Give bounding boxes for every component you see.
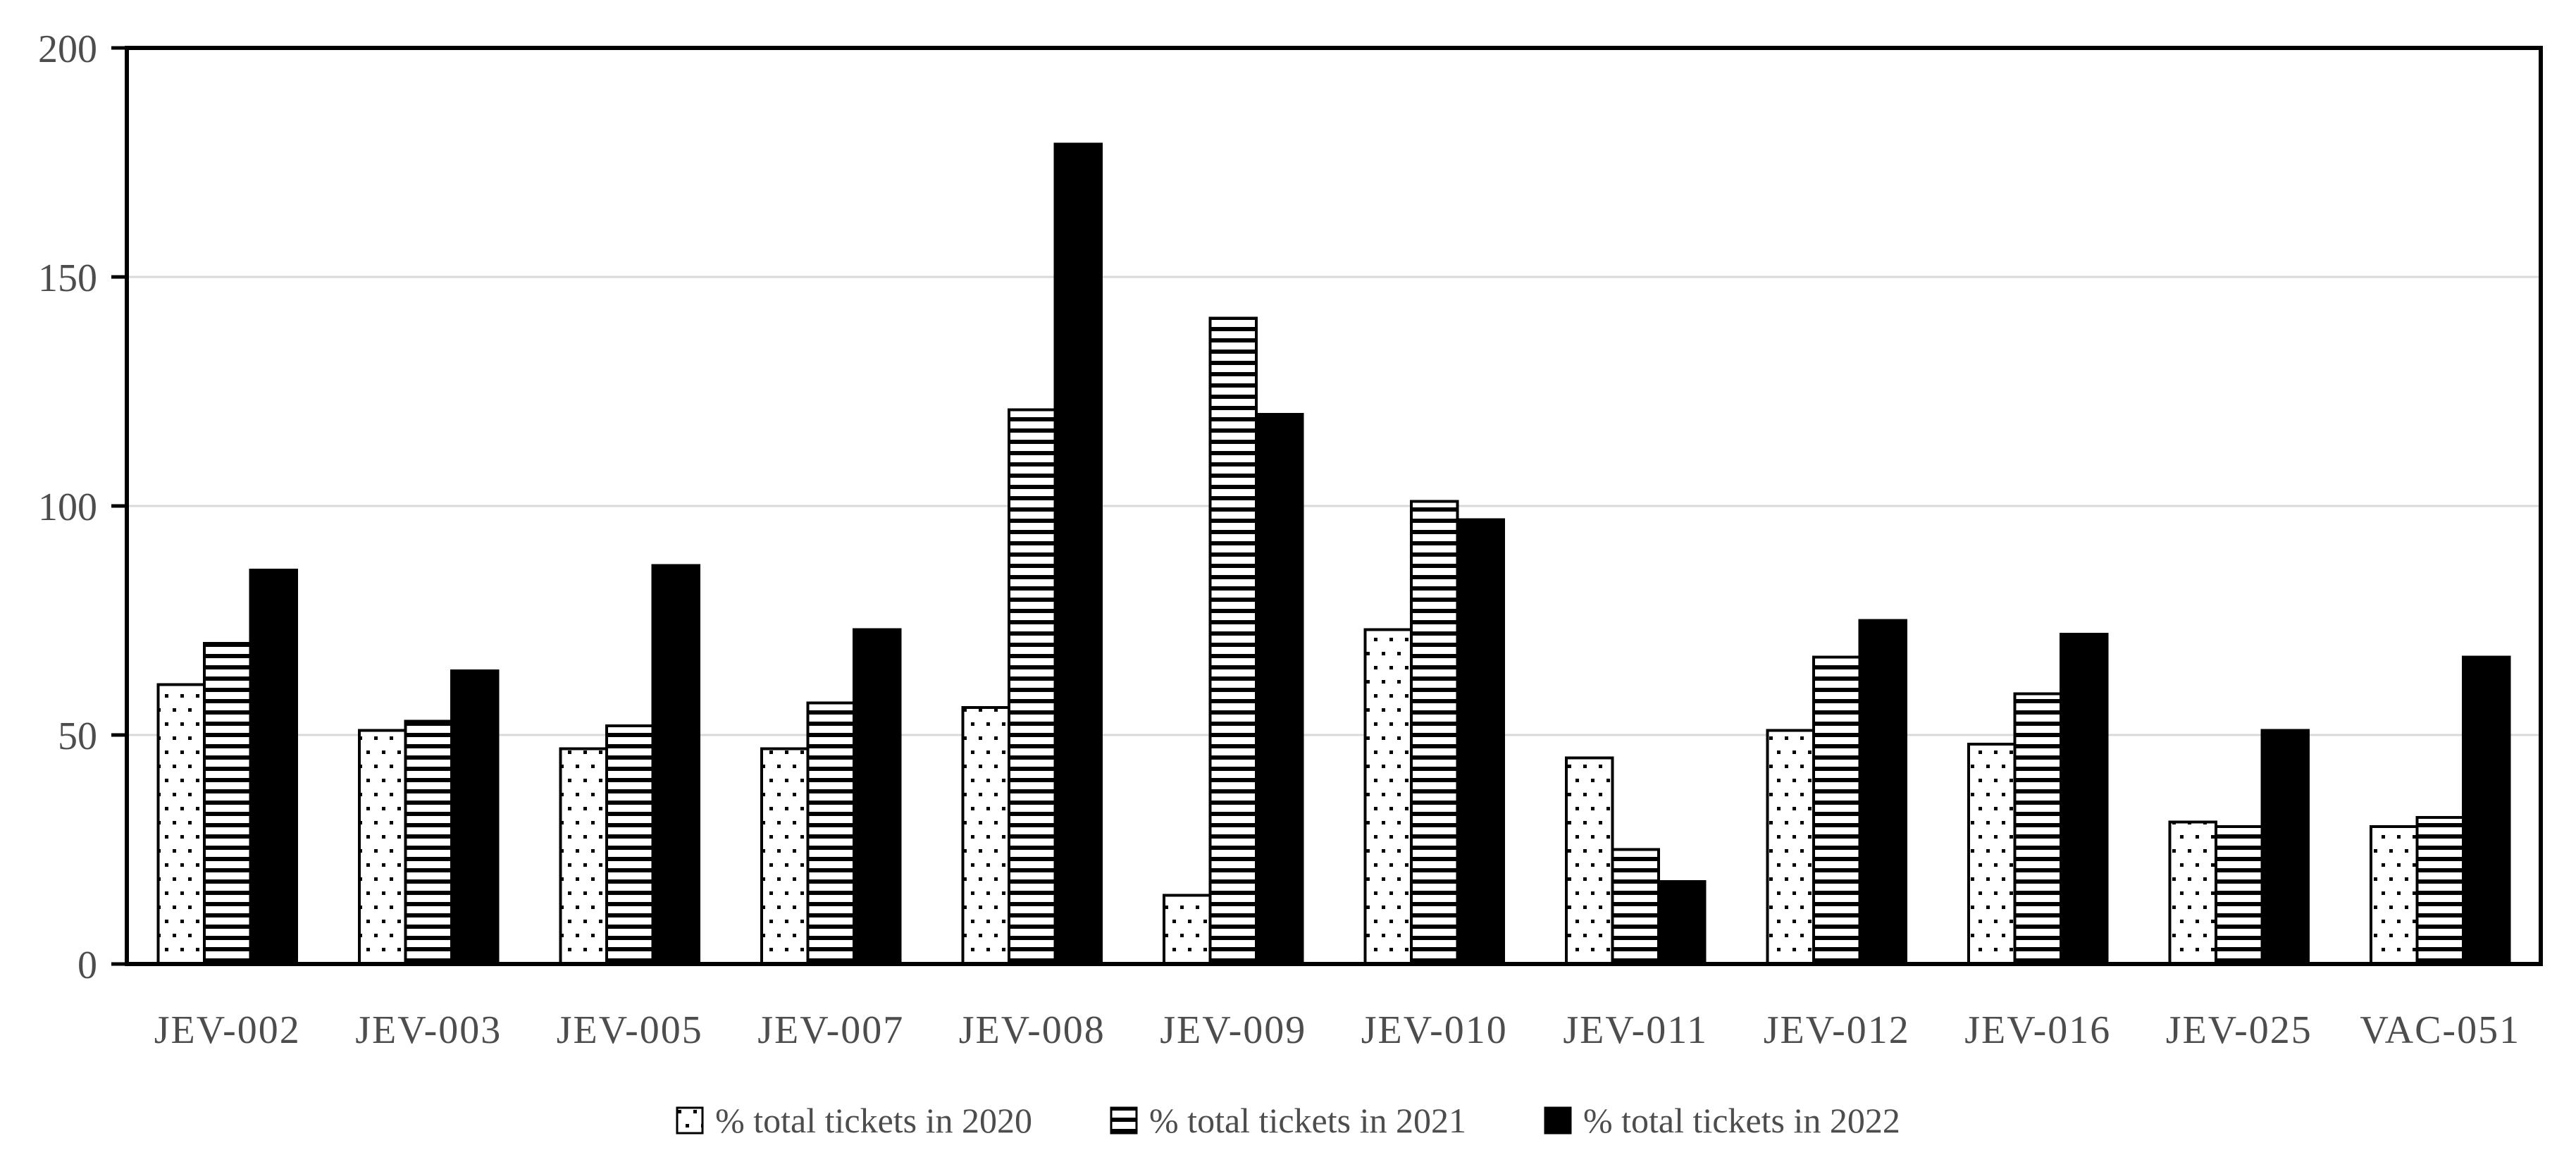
x-label-JEV-002: JEV-002 xyxy=(154,1008,301,1052)
x-label-JEV-007: JEV-007 xyxy=(757,1008,904,1052)
bar-VAC-051-2021 xyxy=(2415,816,2465,965)
y-tick-label-200: 200 xyxy=(38,27,97,71)
bar-JEV-016-2021 xyxy=(2013,692,2062,965)
bar-JEV-011-2022 xyxy=(1657,880,1707,965)
legend-item-2022: % total tickets in 2022 xyxy=(1544,1103,1900,1138)
bar-JEV-009-2020 xyxy=(1163,894,1212,965)
x-label-JEV-009: JEV-009 xyxy=(1160,1008,1306,1052)
axes xyxy=(111,46,2543,966)
bar-JEV-002-2020 xyxy=(156,683,206,965)
y-tick-label-150: 150 xyxy=(38,257,97,300)
bar-VAC-051-2022 xyxy=(2462,655,2511,965)
bar-JEV-008-2020 xyxy=(961,706,1010,965)
y-tick-label-100: 100 xyxy=(38,486,97,529)
bar-JEV-012-2021 xyxy=(1812,655,1862,965)
bar-JEV-007-2022 xyxy=(853,628,902,965)
x-label-JEV-010: JEV-010 xyxy=(1361,1008,1508,1052)
bar-JEV-007-2021 xyxy=(806,701,855,965)
legend-swatch-dotted xyxy=(676,1106,704,1135)
x-label-JEV-005: JEV-005 xyxy=(557,1008,703,1052)
gridlines xyxy=(127,276,2541,736)
bar-JEV-002-2021 xyxy=(203,642,252,965)
legend-label-2022: % total tickets in 2022 xyxy=(1583,1101,1900,1140)
legend-label-2021: % total tickets in 2021 xyxy=(1149,1101,1466,1140)
bar-JEV-025-2021 xyxy=(2215,825,2264,965)
bar-JEV-025-2020 xyxy=(2168,820,2217,965)
axis-labels: 0 50 100 150 200 JEV-002 JEV-003 JEV-005 JEV-007… xyxy=(38,27,2520,1052)
bar-JEV-016-2020 xyxy=(1967,743,2017,965)
y-tick-label-50: 50 xyxy=(58,715,97,758)
bar-JEV-009-2021 xyxy=(1208,316,1258,965)
bar-JEV-011-2020 xyxy=(1565,756,1614,965)
legend-item-2020: % total tickets in 2020 xyxy=(676,1103,1032,1138)
bars xyxy=(156,142,2511,965)
bar-JEV-002-2022 xyxy=(249,569,298,965)
legend-swatch-horizontal-lines xyxy=(1110,1106,1138,1135)
bar-JEV-003-2021 xyxy=(404,719,453,965)
x-label-VAC-051: VAC-051 xyxy=(2360,1008,2520,1052)
bar-JEV-011-2021 xyxy=(1611,848,1660,965)
bar-JEV-012-2022 xyxy=(1858,619,1907,965)
bar-VAC-051-2020 xyxy=(2370,825,2419,965)
bar-JEV-003-2022 xyxy=(450,669,500,965)
bar-JEV-025-2022 xyxy=(2260,729,2310,965)
x-label-JEV-003: JEV-003 xyxy=(355,1008,502,1052)
x-label-JEV-025: JEV-025 xyxy=(2166,1008,2312,1052)
bar-JEV-005-2020 xyxy=(559,747,608,965)
x-label-JEV-011: JEV-011 xyxy=(1563,1008,1708,1052)
y-tick-label-0: 0 xyxy=(78,944,97,987)
x-label-JEV-008: JEV-008 xyxy=(959,1008,1106,1052)
bar-JEV-008-2021 xyxy=(1008,408,1057,965)
bar-JEV-016-2022 xyxy=(2060,633,2109,965)
bar-JEV-010-2021 xyxy=(1410,500,1459,965)
legend-item-2021: % total tickets in 2021 xyxy=(1110,1103,1466,1138)
bar-JEV-010-2020 xyxy=(1363,628,1413,965)
bar-JEV-008-2022 xyxy=(1053,142,1103,965)
bar-JEV-005-2022 xyxy=(651,564,700,965)
bar-JEV-012-2020 xyxy=(1766,729,1815,965)
x-label-JEV-012: JEV-012 xyxy=(1764,1008,1910,1052)
bar-JEV-005-2021 xyxy=(605,724,655,965)
legend-label-2020: % total tickets in 2020 xyxy=(715,1101,1033,1140)
legend-swatch-solid xyxy=(1544,1106,1572,1135)
bar-JEV-010-2022 xyxy=(1456,518,1505,965)
chart-legend: % total tickets in 2020 % total tickets … xyxy=(0,1091,2576,1150)
bar-JEV-003-2020 xyxy=(358,729,407,965)
bar-JEV-009-2022 xyxy=(1255,413,1304,965)
x-label-JEV-016: JEV-016 xyxy=(1964,1008,2111,1052)
bar-JEV-007-2020 xyxy=(760,747,810,965)
